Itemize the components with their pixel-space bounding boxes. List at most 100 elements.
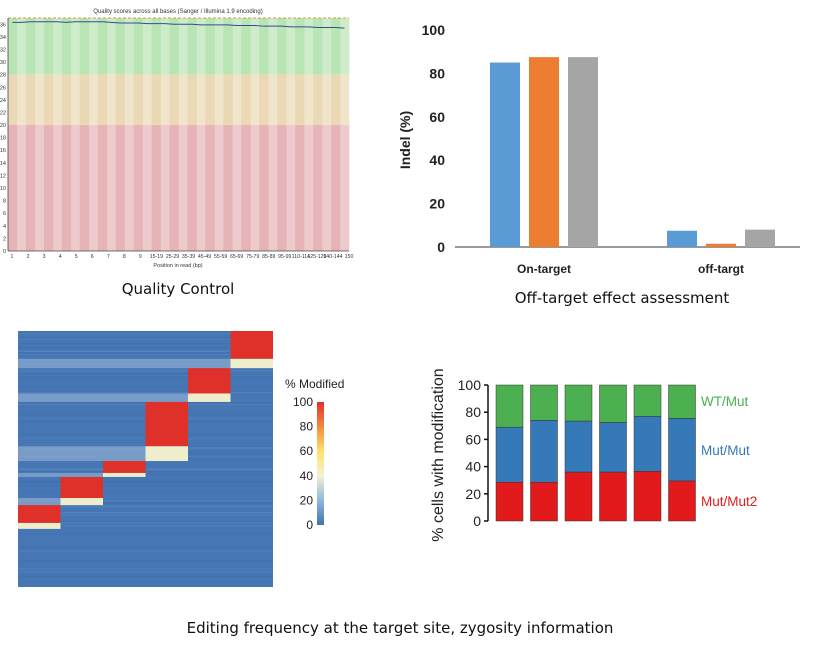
colorbar-tick-label: 80 bbox=[300, 420, 314, 434]
quality-band-stripe bbox=[115, 125, 125, 251]
stack-ylabel: % cells with modification bbox=[430, 368, 447, 541]
heatmap-row-stripe bbox=[18, 392, 273, 394]
qc-ytick-label: 28 bbox=[0, 73, 6, 79]
qc-xtick-label: 150 bbox=[345, 254, 354, 260]
stack-legend-label: Mut/Mut2 bbox=[701, 494, 757, 509]
quality-band-stripe bbox=[97, 18, 108, 75]
quality-band-stripe bbox=[340, 125, 350, 251]
qc-ytick-label: 10 bbox=[0, 186, 6, 192]
qc-xtick-label: 5 bbox=[75, 254, 78, 260]
heatmap-modified-block bbox=[188, 368, 231, 394]
quality-band-stripe bbox=[196, 74, 206, 126]
quality-band-stripe bbox=[223, 74, 233, 126]
quality-band-stripe bbox=[106, 18, 116, 75]
quality-band-stripe bbox=[160, 74, 170, 126]
heatmap-row-stripe bbox=[18, 568, 273, 570]
off-ytick-label: 80 bbox=[429, 65, 445, 81]
stack-ytick-label: 0 bbox=[473, 513, 481, 529]
qc-xtick-label: 65-69 bbox=[230, 254, 243, 260]
quality-band-stripe bbox=[124, 74, 134, 126]
qc-ytick-label: 6 bbox=[3, 211, 6, 217]
quality-scores-chart: Quality scores across all bases (Sanger … bbox=[0, 9, 353, 269]
qc-xtick-label: 35-39 bbox=[182, 254, 195, 260]
heatmap-row-stripe bbox=[18, 378, 273, 380]
quality-band-stripe bbox=[241, 18, 251, 75]
quality-band-stripe bbox=[52, 18, 63, 75]
quality-band-stripe bbox=[61, 74, 72, 126]
quality-band-stripe bbox=[304, 18, 314, 75]
heatmap-row-stripe bbox=[18, 502, 273, 504]
quality-band-stripe bbox=[25, 125, 36, 251]
quality-band-stripe bbox=[151, 18, 161, 75]
stack-bar-segment bbox=[668, 480, 696, 522]
quality-band-stripe bbox=[340, 18, 350, 75]
quality-band-stripe bbox=[61, 18, 72, 75]
qc-ytick-label: 20 bbox=[0, 123, 6, 129]
quality-band-stripe bbox=[223, 18, 233, 75]
heatmap-partial-band-row bbox=[18, 472, 103, 477]
quality-band-stripe bbox=[250, 74, 260, 126]
qc-xtick-label: 95-99 bbox=[278, 254, 291, 260]
colorbar bbox=[317, 402, 324, 525]
heatmap-partial-band-row bbox=[18, 393, 188, 402]
heatmap-partial-band bbox=[145, 446, 188, 462]
heatmap-row-stripe bbox=[18, 490, 273, 492]
stack-bar-segment bbox=[564, 420, 593, 473]
stack-bar-segment bbox=[633, 416, 662, 472]
heatmap-row-stripe bbox=[18, 376, 273, 378]
heatmap-row-stripe bbox=[18, 337, 273, 339]
off-category-label: off-targt bbox=[698, 262, 744, 276]
stack-bar-segment bbox=[599, 471, 627, 522]
qc-xtick-label: 45-49 bbox=[198, 254, 211, 260]
quality-band-stripe bbox=[223, 125, 233, 251]
qc-xtick-label: 2 bbox=[27, 254, 30, 260]
quality-band-stripe bbox=[232, 74, 242, 126]
heatmap-row-stripe bbox=[18, 389, 273, 391]
qc-ytick-label: 26 bbox=[0, 85, 6, 91]
off-bar bbox=[568, 57, 598, 247]
qc-xtick-label: 1 bbox=[11, 254, 14, 260]
heatmap-partial-band-row bbox=[18, 498, 61, 506]
stack-bar-segment bbox=[668, 384, 696, 419]
quality-band-stripe bbox=[295, 125, 305, 251]
quality-band-stripe bbox=[205, 74, 215, 126]
heatmap-row-stripe bbox=[18, 373, 273, 375]
quality-band-stripe bbox=[88, 74, 99, 126]
quality-band-stripe bbox=[79, 74, 90, 126]
quality-band-stripe bbox=[277, 18, 287, 75]
stack-bar-segment bbox=[668, 418, 696, 482]
stack-bar-segment bbox=[564, 471, 593, 522]
qc-ytick-label: 2 bbox=[3, 236, 6, 242]
quality-band-stripe bbox=[106, 125, 116, 251]
heatmap-row-stripe bbox=[18, 506, 273, 508]
heatmap-row-stripe bbox=[18, 350, 273, 352]
quality-band-stripe bbox=[169, 125, 179, 251]
quality-band-stripe bbox=[241, 74, 251, 126]
stack-bar-segment bbox=[564, 384, 593, 422]
heatmap-partial-band-row bbox=[18, 358, 231, 369]
qc-mean-line bbox=[12, 21, 345, 29]
heatmap-row-stripe bbox=[18, 333, 273, 335]
quality-band-stripe bbox=[43, 74, 54, 126]
quality-band-stripe bbox=[178, 18, 188, 75]
quality-band-stripe bbox=[97, 74, 108, 126]
quality-band-stripe bbox=[169, 18, 179, 75]
quality-band-stripe bbox=[16, 125, 27, 251]
heatmap-partial-band-row bbox=[18, 446, 146, 462]
quality-band-stripe bbox=[97, 125, 108, 251]
heatmap-row-stripe bbox=[18, 522, 273, 524]
off-target-chart: Indel (%) 0 20 40 60 80 100 On-target off-targt bbox=[397, 22, 800, 276]
stack-bar-segment bbox=[530, 384, 558, 421]
stack-bar-segment bbox=[599, 384, 627, 423]
quality-band-stripe bbox=[8, 18, 18, 75]
qc-ytick-label: 22 bbox=[0, 110, 6, 116]
quality-band-stripe bbox=[124, 125, 134, 251]
stack-legend-label: Mut/Mut bbox=[701, 443, 750, 458]
off-ylabel: Indel (%) bbox=[397, 111, 413, 169]
qc-xtick-label: 140-144 bbox=[323, 254, 342, 260]
quality-band-stripe bbox=[187, 125, 197, 251]
heatmap-row-stripe bbox=[18, 352, 273, 354]
stack-ytick-label: 60 bbox=[465, 431, 481, 447]
heatmap-partial-band bbox=[188, 393, 231, 402]
